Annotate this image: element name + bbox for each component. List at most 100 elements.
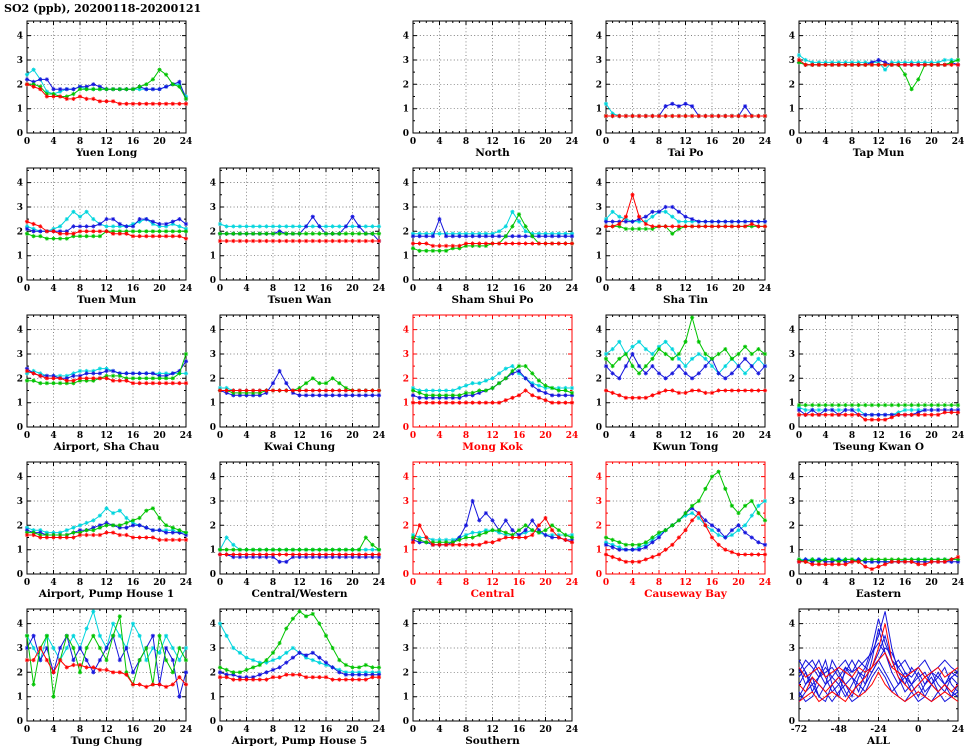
svg-text:24: 24 — [180, 284, 193, 294]
svg-text:0: 0 — [210, 423, 216, 433]
svg-text:0: 0 — [410, 431, 416, 441]
svg-text:2: 2 — [789, 668, 795, 678]
chart-title: Central/Western — [252, 588, 348, 600]
svg-text:24: 24 — [566, 284, 579, 294]
svg-text:12: 12 — [100, 725, 113, 735]
svg-text:4: 4 — [822, 137, 828, 147]
chart-panel-yuen-long: 0 1 2 3 4 0 4 8 12 16 20 24 Yuen Long — [0, 16, 193, 163]
chart-panel-mong-kok: 0 1 2 3 4 0 4 8 12 16 20 24 Mong Kok — [386, 310, 579, 457]
chart-panel-airport-pump-house-5: 0 1 2 3 4 0 4 8 12 16 20 24 Airport, Pump House 5 — [193, 604, 386, 751]
svg-text:8: 8 — [849, 137, 855, 147]
svg-text:3: 3 — [17, 350, 23, 360]
svg-text:8: 8 — [849, 578, 855, 588]
svg-text:16: 16 — [127, 431, 140, 441]
svg-text:4: 4 — [403, 620, 409, 630]
svg-text:0: 0 — [24, 431, 30, 441]
svg-text:1: 1 — [403, 399, 409, 409]
svg-text:-72: -72 — [791, 725, 807, 735]
svg-text:3: 3 — [789, 350, 795, 360]
svg-text:3: 3 — [403, 350, 409, 360]
svg-text:1: 1 — [17, 252, 23, 262]
svg-text:16: 16 — [513, 578, 526, 588]
svg-text:24: 24 — [759, 284, 772, 294]
chart-title: Tuen Mun — [77, 294, 137, 306]
svg-text:4: 4 — [210, 473, 216, 483]
svg-text:4: 4 — [436, 431, 442, 441]
svg-text:2: 2 — [403, 668, 409, 678]
svg-text:0: 0 — [217, 578, 223, 588]
svg-text:16: 16 — [706, 578, 719, 588]
chart-title: Central — [471, 588, 515, 600]
chart-title: North — [475, 147, 510, 159]
svg-text:8: 8 — [77, 578, 83, 588]
svg-text:0: 0 — [217, 284, 223, 294]
svg-text:8: 8 — [849, 431, 855, 441]
svg-text:3: 3 — [403, 497, 409, 507]
svg-text:20: 20 — [346, 284, 359, 294]
svg-text:12: 12 — [486, 137, 499, 147]
chart-panel-north: 0 1 2 3 4 0 4 8 12 16 20 24 North — [386, 16, 579, 163]
svg-text:2: 2 — [210, 521, 216, 531]
figure-title: SO2 (ppb), 20200118-20200121 — [4, 2, 202, 15]
chart-title: Airport, Pump House 1 — [38, 588, 174, 600]
svg-text:24: 24 — [373, 578, 386, 588]
svg-text:4: 4 — [403, 32, 409, 42]
svg-text:3: 3 — [403, 203, 409, 213]
svg-text:8: 8 — [656, 137, 662, 147]
svg-text:-48: -48 — [831, 725, 847, 735]
svg-text:12: 12 — [679, 431, 692, 441]
chart-title: Sham Shui Po — [452, 294, 534, 306]
svg-text:12: 12 — [293, 431, 306, 441]
svg-text:0: 0 — [403, 276, 409, 286]
svg-text:12: 12 — [293, 284, 306, 294]
svg-text:1: 1 — [403, 105, 409, 115]
svg-text:12: 12 — [100, 431, 113, 441]
svg-text:2: 2 — [403, 80, 409, 90]
svg-text:2: 2 — [596, 227, 602, 237]
svg-text:20: 20 — [925, 578, 938, 588]
svg-text:20: 20 — [153, 284, 166, 294]
svg-text:12: 12 — [486, 725, 499, 735]
svg-text:8: 8 — [270, 431, 276, 441]
svg-text:24: 24 — [759, 578, 772, 588]
svg-text:20: 20 — [732, 284, 745, 294]
svg-text:0: 0 — [603, 137, 609, 147]
svg-text:16: 16 — [127, 578, 140, 588]
svg-text:8: 8 — [77, 725, 83, 735]
svg-text:4: 4 — [243, 725, 249, 735]
svg-text:16: 16 — [320, 284, 333, 294]
svg-text:0: 0 — [789, 129, 795, 139]
svg-text:0: 0 — [17, 423, 23, 433]
svg-text:3: 3 — [210, 350, 216, 360]
svg-text:0: 0 — [796, 431, 802, 441]
svg-text:2: 2 — [789, 521, 795, 531]
svg-text:20: 20 — [153, 137, 166, 147]
svg-text:3: 3 — [596, 497, 602, 507]
svg-text:0: 0 — [796, 578, 802, 588]
svg-text:2: 2 — [210, 668, 216, 678]
svg-text:0: 0 — [789, 570, 795, 580]
svg-text:3: 3 — [17, 644, 23, 654]
svg-text:2: 2 — [403, 227, 409, 237]
svg-text:0: 0 — [403, 717, 409, 727]
svg-text:24: 24 — [566, 137, 579, 147]
svg-text:16: 16 — [899, 578, 912, 588]
svg-text:16: 16 — [513, 137, 526, 147]
svg-text:0: 0 — [24, 725, 30, 735]
svg-text:2: 2 — [17, 521, 23, 531]
chart-panel-southern: 0 1 2 3 4 0 4 8 12 16 20 24 Southern — [386, 604, 579, 751]
svg-text:16: 16 — [706, 137, 719, 147]
svg-text:1: 1 — [789, 105, 795, 115]
svg-text:4: 4 — [629, 431, 635, 441]
svg-text:16: 16 — [320, 431, 333, 441]
svg-text:4: 4 — [403, 179, 409, 189]
svg-text:4: 4 — [17, 620, 23, 630]
svg-text:12: 12 — [872, 431, 885, 441]
chart-panel-tung-chung: 0 1 2 3 4 0 4 8 12 16 20 24 Tung Chung — [0, 604, 193, 751]
